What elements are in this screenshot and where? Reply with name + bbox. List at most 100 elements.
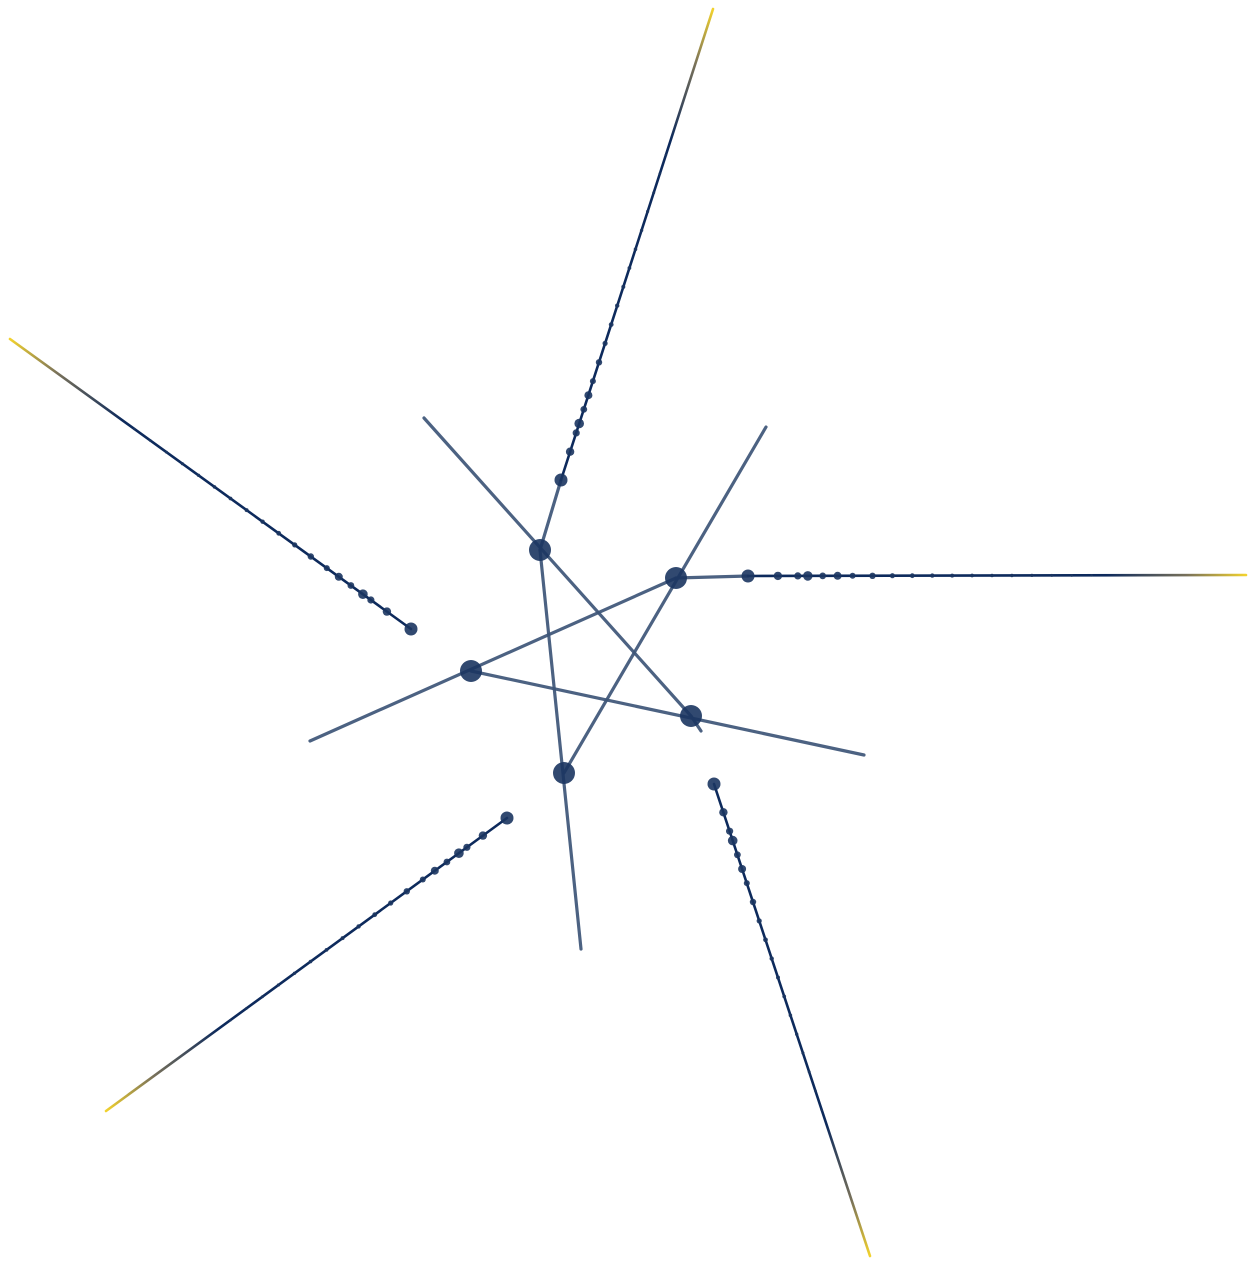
spoke-lower-left-bead: [244, 1007, 248, 1010]
spoke-top-bead: [602, 340, 608, 346]
spoke-lower-right-bead: [726, 827, 734, 835]
spoke-right-bead: [803, 571, 813, 581]
spoke-lower-left-bead: [388, 900, 394, 906]
hub-lower-right: [680, 705, 702, 727]
edges-layer: [308, 416, 866, 951]
spoke-left-bead: [404, 622, 418, 636]
spoke-left-bead: [358, 589, 368, 599]
hub-right: [665, 567, 687, 589]
spoke-lower-left-bead: [372, 912, 378, 918]
edge-right-spoke-join: [674, 574, 750, 580]
spoke-left-bead: [244, 508, 249, 513]
spoke-top-bead: [633, 247, 638, 251]
beads-layer: [133, 153, 1093, 1111]
spoke-right-bead: [889, 573, 896, 579]
edge-top-down: [538, 548, 583, 951]
spoke-lower-left-bead: [308, 959, 313, 964]
spoke-right-bead: [849, 572, 856, 579]
spoke-lower-right-bead: [743, 880, 750, 887]
spoke-top-bead: [664, 153, 668, 157]
spoke-lower-left-bead: [419, 876, 426, 883]
spoke-left-bead: [212, 485, 217, 489]
spoke-lower-right-bead: [734, 851, 741, 859]
spoke-lower-left-bead: [356, 924, 361, 929]
spoke-top: [559, 7, 715, 482]
hub-left: [460, 660, 482, 682]
spoke-lower-right-bead: [814, 1089, 817, 1093]
spoke-left-bead: [292, 542, 298, 548]
spoke-lower-right-bead: [756, 918, 762, 924]
hub-lower-left: [553, 762, 575, 784]
spoke-lower-left-bead: [430, 866, 439, 875]
spoke-left-bead: [347, 582, 355, 589]
spoke-top-bead: [554, 473, 568, 487]
spoke-top-bead: [584, 391, 593, 400]
spoke-lower-right-bead: [807, 1070, 811, 1074]
spoke-lower-right-bead: [727, 835, 738, 846]
spoke-lower-left-bead: [340, 936, 345, 941]
spoke-left-bead: [148, 439, 152, 442]
spoke-lower-left-bead: [443, 858, 451, 866]
spoke-left-bead: [382, 607, 392, 616]
spoke-top-bead: [565, 447, 575, 456]
spoke-lower-right-bead: [776, 975, 780, 980]
spoke-lower-right-bead: [769, 956, 774, 961]
spoke-right-bead: [773, 571, 783, 581]
spoke-lower-left-bead: [500, 811, 514, 825]
spoke-left-bead: [196, 473, 201, 477]
spoke-left-bead: [367, 596, 375, 604]
hubs-layer: [460, 539, 702, 784]
spoke-left-bead: [180, 462, 184, 466]
spoke-lower-right-bead: [782, 994, 787, 999]
spoke-left-bead: [323, 565, 330, 572]
spoke-left-bead: [276, 530, 282, 536]
spoke-lower-right-bead: [738, 865, 747, 873]
edge-right-to-left: [308, 576, 678, 743]
hub-top: [529, 539, 551, 561]
spoke-right-bead: [1070, 574, 1074, 577]
spoke-lower-right-bead: [820, 1108, 823, 1111]
spoke-lower-left-bead: [463, 843, 471, 851]
spoke-top-bead: [646, 209, 650, 214]
spoke-lower-left-bead: [454, 848, 464, 858]
edge-left-to-lowright: [469, 669, 866, 757]
spoke-right-bead: [909, 573, 915, 579]
spoke-top-bead: [608, 322, 614, 327]
spoke-right-bead: [1090, 574, 1093, 577]
spoke-lower-left: [104, 816, 509, 1113]
spoke-left-bead: [260, 519, 265, 524]
spoke-right: [746, 573, 1248, 578]
spoke-right-bead: [1010, 573, 1014, 578]
spoke-top-bead: [574, 418, 584, 429]
spoke-lower-left-bead: [403, 888, 410, 895]
spoke-lower-left-bead: [229, 1018, 232, 1022]
spoke-top-bead: [627, 266, 632, 270]
spoke-right-bead: [1030, 573, 1034, 578]
spoke-right-bead: [990, 573, 994, 578]
spoke-lower-right-bead: [749, 898, 757, 906]
spoke-right-bead: [833, 571, 842, 580]
spoke-left-bead: [164, 450, 168, 454]
spoke-right-bead: [1050, 573, 1054, 577]
spoke-lower-right-bead: [788, 1013, 793, 1018]
spoke-left: [8, 337, 413, 631]
edge-top-to-spoke: [538, 478, 563, 552]
spoke-lower-right-bead: [795, 1032, 799, 1036]
spoke-lower-left-bead: [324, 948, 329, 952]
spoke-lower-left-bead: [292, 971, 297, 975]
spoke-lower-right: [712, 782, 872, 1258]
spoke-top-bead: [595, 359, 603, 366]
spoke-lower-left-bead: [260, 995, 264, 999]
spoke-right-bead: [869, 572, 876, 579]
spoke-right-bead: [930, 573, 935, 578]
spoke-right-bead: [794, 572, 802, 580]
spoke-lower-right-bead: [763, 937, 768, 943]
spoke-top-bead: [658, 172, 662, 176]
edge-top-lowerright: [422, 416, 693, 718]
spoke-lower-right-bead: [719, 808, 728, 817]
spoke-right-bead: [741, 569, 755, 583]
edge-right-diag: [562, 425, 768, 775]
spoke-lower-right-bead: [801, 1051, 805, 1055]
